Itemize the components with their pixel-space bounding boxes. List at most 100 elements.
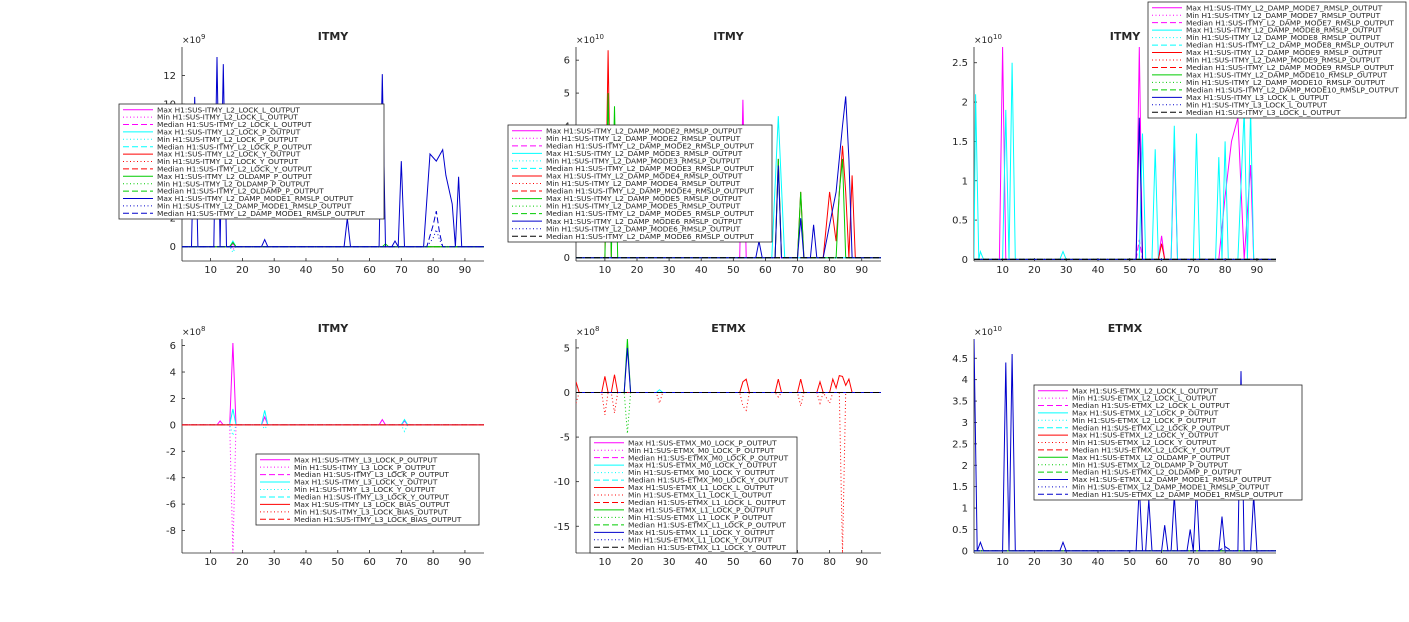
legend-label: Median H1:SUS-ITMY_L2_DAMP_MODE1_RMSLP_O… (157, 209, 365, 218)
y-tick-label: 2.5 (952, 58, 968, 69)
x-tick-label: 80 (1219, 265, 1232, 276)
x-tick-label: 50 (727, 265, 740, 276)
legend-label: Median H1:SUS-ITMY_L2_DAMP_MODE7_RMSLP_O… (1186, 18, 1394, 27)
x-tick-label: 90 (459, 265, 472, 276)
x-tick-label: 20 (236, 557, 249, 568)
series-line-3 (974, 239, 1276, 260)
series-line-1 (182, 342, 484, 426)
y-tick-label: -6 (166, 500, 176, 511)
x-tick-label: 40 (300, 557, 313, 568)
legend-label: Median H1:SUS-ETMX_L2_LOCK_Y_OUTPUT (1072, 446, 1230, 455)
x-tick-label: 80 (1219, 557, 1232, 568)
x-tick-label: 30 (663, 557, 676, 568)
chart-panel-3: 10 20 30 40 50 60 70 80 90 0 0.5 1 1.5 2 2.5 ×1010 ITMY M… (952, 1, 1407, 276)
legend-label: Max H1:SUS-ETMX_M0_LOCK_P_OUTPUT (628, 438, 777, 447)
x-tick-label: 80 (427, 265, 440, 276)
legend-box (1147, 1, 1407, 119)
y-tick-label: -4 (166, 473, 176, 484)
legend-label: Max H1:SUS-ITMY_L2_DAMP_MODE5_RMSLP_OUTP… (546, 194, 743, 203)
legend-label: Median H1:SUS-ITMY_L2_DAMP_MODE5_RMSLP_O… (546, 209, 754, 218)
legend-label: Min H1:SUS-ITMY_L3_LOCK_P_OUTPUT (294, 463, 436, 472)
series-line-4 (182, 239, 484, 248)
legend-label: Max H1:SUS-ITMY_L2_DAMP_MODE10_RMSLP_OUT… (1186, 71, 1388, 80)
x-tick-label: 10 (204, 265, 217, 276)
legend-label: Median H1:SUS-ITMY_L2_DAMP_MODE3_RMSLP_O… (546, 164, 754, 173)
series-line-10 (182, 241, 484, 248)
chart-panel-4: 10 20 30 40 50 60 70 80 90 -8 -6 -4 -2 0 2 4 6 ×108 ITMY Ma… (166, 322, 484, 568)
x-tick-label: 90 (1251, 265, 1264, 276)
x-tick-label: 30 (663, 265, 676, 276)
series-group (974, 47, 1276, 260)
y-tick-label: 2 (170, 394, 176, 405)
y-tick-label: 0.5 (952, 216, 968, 227)
x-tick-label: 70 (1187, 557, 1200, 568)
legend-label: Max H1:SUS-ITMY_L2_DAMP_MODE9_RMSLP_OUTP… (1186, 48, 1383, 57)
x-tick-label: 20 (631, 557, 644, 568)
y-tick-label: -15 (554, 522, 570, 533)
legend-label: Min H1:SUS-ETMX_L2_LOCK_P_OUTPUT (1072, 416, 1217, 425)
chart-panel-5: 10 20 30 40 50 60 70 80 90 -15 -10 -5 0 5 ×108 ETMX Max … (554, 322, 881, 568)
legend-label: Median H1:SUS-ITMY_L3_LOCK_BIAS_OUTPUT (294, 515, 462, 524)
x-tick-label: 20 (1028, 557, 1041, 568)
legend-label: Min H1:SUS-ITMY_L2_DAMP_MODE9_RMSLP_OUTP… (1186, 56, 1381, 65)
y-tick-label: 3.5 (952, 397, 968, 408)
y-tick-label: 0 (170, 242, 176, 253)
chart-title: ITMY (1110, 30, 1142, 43)
legend-label: Max H1:SUS-ITMY_L2_DAMP_MODE3_RMSLP_OUTP… (546, 149, 743, 158)
x-tick-label: 60 (1155, 265, 1168, 276)
series-line-13 (974, 117, 1276, 260)
x-tick-label: 70 (395, 265, 408, 276)
y-tick-label: 12 (163, 71, 176, 82)
legend-label: Median H1:SUS-ITMY_L3_LOCK_Y_OUTPUT (294, 493, 449, 502)
legend-label: Max H1:SUS-ETMX_L2_OLDAMP_P_OUTPUT (1072, 453, 1231, 462)
series-line-15 (182, 210, 484, 248)
legend-label: Min H1:SUS-ETMX_L2_LOCK_L_OUTPUT (1072, 394, 1216, 403)
x-tick-label: 10 (599, 557, 612, 568)
x-tick-label: 20 (631, 265, 644, 276)
legend-label: Min H1:SUS-ETMX_L1_LOCK_L_OUTPUT (628, 491, 772, 500)
y-tick-label: 1 (962, 504, 968, 515)
legend-label: Median H1:SUS-ITMY_L2_DAMP_MODE9_RMSLP_O… (1186, 63, 1394, 72)
legend-label: Median H1:SUS-ITMY_L2_DAMP_MODE2_RMSLP_O… (546, 141, 754, 150)
series-line-7 (576, 374, 881, 393)
series-group (576, 339, 881, 553)
legend-label: Min H1:SUS-ITMY_L2_LOCK_L_OUTPUT (157, 113, 298, 122)
legend-label: Max H1:SUS-ETMX_M0_LOCK_Y_OUTPUT (628, 461, 777, 470)
legend-label: Min H1:SUS-ITMY_L2_DAMP_MODE2_RMSLP_OUTP… (546, 134, 741, 143)
legend-label: Median H1:SUS-ETMX_L1_LOCK_Y_OUTPUT (628, 543, 786, 552)
legend-label: Median H1:SUS-ETMX_L1_LOCK_P_OUTPUT (628, 520, 786, 529)
legend-label: Median H1:SUS-ETMX_L2_LOCK_P_OUTPUT (1072, 423, 1230, 432)
y-tick-label: 2.5 (952, 439, 968, 450)
legend-label: Max H1:SUS-ETMX_L2_LOCK_Y_OUTPUT (1072, 431, 1219, 440)
x-tick-label: 10 (996, 557, 1009, 568)
x-tick-label: 60 (363, 557, 376, 568)
chart-title: ETMX (1108, 322, 1143, 335)
legend-label: Min H1:SUS-ITMY_L2_OLDAMP_P_OUTPUT (157, 179, 310, 188)
legend-label: Min H1:SUS-ETMX_L2_DAMP_MODE1_RMSLP_OUTP… (1072, 483, 1270, 492)
legend-label: Median H1:SUS-ITMY_L2_DAMP_MODE10_RMSLP_… (1186, 85, 1399, 94)
x-tick-label: 10 (996, 265, 1009, 276)
legend-label: Max H1:SUS-ITMY_L3_LOCK_BIAS_OUTPUT (294, 500, 450, 509)
legend-label: Max H1:SUS-ITMY_L2_LOCK_L_OUTPUT (157, 105, 300, 114)
series-line-5 (182, 424, 484, 438)
series-line-11 (576, 392, 881, 434)
legend-label: Max H1:SUS-ITMY_L2_DAMP_MODE2_RMSLP_OUTP… (546, 126, 743, 135)
x-tick-label: 30 (1060, 265, 1073, 276)
chart-title: ITMY (318, 30, 350, 43)
chart-title: ETMX (711, 322, 746, 335)
legend-box (118, 103, 385, 220)
y-tick-label: -5 (560, 433, 570, 444)
axis-exponent: ×108 (182, 325, 205, 338)
legend-label: Max H1:SUS-ITMY_L2_DAMP_MODE1_RMSLP_OUTP… (157, 194, 354, 203)
legend-label: Median H1:SUS-ETMX_L2_LOCK_L_OUTPUT (1072, 401, 1230, 410)
legend-box (589, 436, 798, 554)
series-group (576, 50, 881, 259)
x-tick-label: 40 (695, 557, 708, 568)
axis-exponent: ×1010 (974, 33, 1002, 46)
y-tick-label: -2 (166, 447, 176, 458)
legend-label: Median H1:SUS-ETMX_L2_OLDAMP_P_OUTPUT (1072, 468, 1242, 477)
y-tick-label: 0 (170, 420, 176, 431)
legend-label: Min H1:SUS-ETMX_L1_LOCK_P_OUTPUT (628, 513, 773, 522)
